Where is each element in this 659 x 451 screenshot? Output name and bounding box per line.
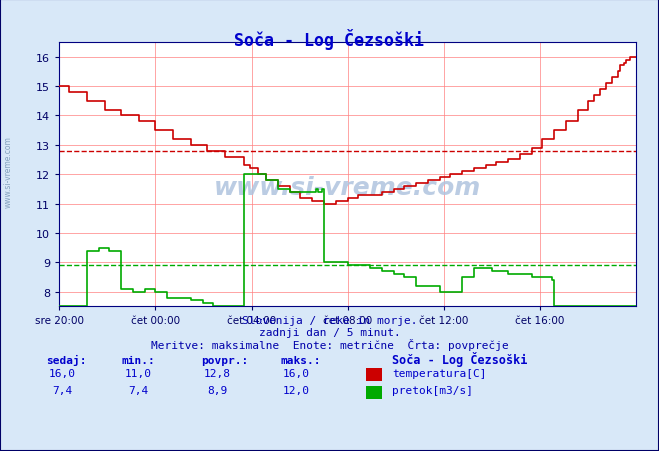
Text: sedaj:: sedaj:	[46, 354, 86, 365]
Text: povpr.:: povpr.:	[201, 355, 248, 365]
Text: www.si-vreme.com: www.si-vreme.com	[214, 176, 481, 200]
Text: 12,8: 12,8	[204, 368, 231, 378]
Text: pretok[m3/s]: pretok[m3/s]	[392, 385, 473, 395]
Text: 7,4: 7,4	[53, 385, 72, 395]
Text: 16,0: 16,0	[49, 368, 76, 378]
Text: 11,0: 11,0	[125, 368, 152, 378]
Bar	[366, 387, 382, 399]
Text: 12,0: 12,0	[283, 385, 310, 395]
Text: 7,4: 7,4	[129, 385, 148, 395]
Text: Soča - Log Čezsoški: Soča - Log Čezsoški	[235, 29, 424, 50]
Bar	[366, 368, 382, 381]
Text: min.:: min.:	[122, 355, 156, 365]
Text: Slovenija / reke in morje.: Slovenija / reke in morje.	[242, 316, 417, 326]
Text: 8,9: 8,9	[208, 385, 227, 395]
Text: Meritve: maksimalne  Enote: metrične  Črta: povprečje: Meritve: maksimalne Enote: metrične Črta…	[151, 338, 508, 350]
Text: www.si-vreme.com: www.si-vreme.com	[3, 135, 13, 207]
Text: zadnji dan / 5 minut.: zadnji dan / 5 minut.	[258, 327, 401, 337]
Text: temperatura[C]: temperatura[C]	[392, 368, 486, 378]
Text: Soča - Log Čezsoški: Soča - Log Čezsoški	[392, 351, 527, 366]
Text: 16,0: 16,0	[283, 368, 310, 378]
Text: maks.:: maks.:	[280, 355, 320, 365]
